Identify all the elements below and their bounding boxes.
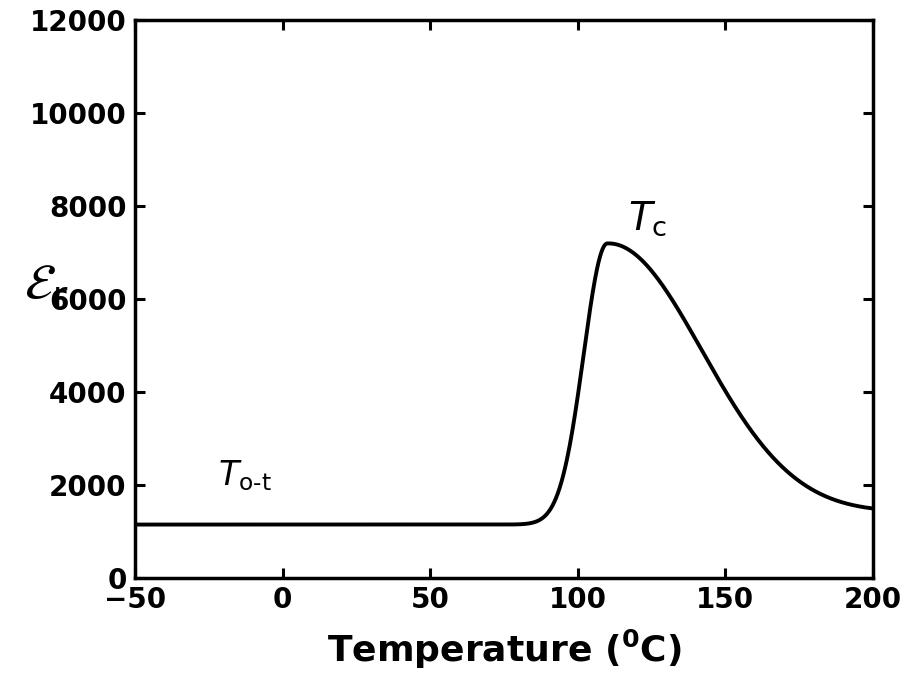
Text: $T_{\rm o\text{-}t}$: $T_{\rm o\text{-}t}$ — [218, 458, 272, 493]
X-axis label: Temperature ($^{\mathbf{0}}$C): Temperature ($^{\mathbf{0}}$C) — [327, 628, 681, 671]
Text: $T_{\rm c}$: $T_{\rm c}$ — [628, 199, 667, 238]
Y-axis label: $\mathcal{E}_{\rm r}$: $\mathcal{E}_{\rm r}$ — [24, 262, 68, 310]
